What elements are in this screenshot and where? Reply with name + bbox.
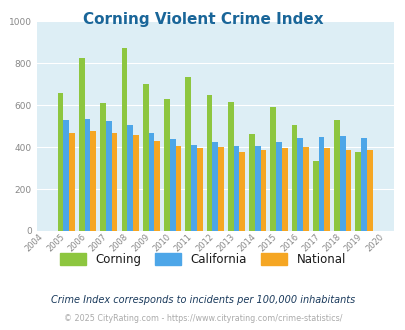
Bar — [85, 119, 90, 231]
Bar — [312, 161, 318, 231]
Bar — [154, 141, 160, 231]
Bar — [121, 48, 127, 231]
Bar — [164, 99, 169, 231]
Text: Corning Violent Crime Index: Corning Violent Crime Index — [83, 12, 322, 26]
Bar — [106, 121, 111, 231]
Bar — [111, 133, 117, 231]
Bar — [270, 107, 275, 231]
Bar — [366, 150, 372, 231]
Bar — [249, 134, 254, 231]
Bar — [90, 131, 96, 231]
Bar — [58, 93, 63, 231]
Bar — [275, 142, 281, 231]
Legend: Corning, California, National: Corning, California, National — [56, 249, 349, 270]
Bar — [100, 103, 106, 231]
Bar — [303, 147, 308, 231]
Bar — [260, 150, 266, 231]
Bar — [339, 136, 345, 231]
Bar — [63, 120, 69, 231]
Bar — [175, 146, 181, 231]
Bar — [143, 84, 148, 231]
Bar — [217, 147, 223, 231]
Bar — [296, 138, 303, 231]
Bar — [79, 58, 85, 231]
Text: Crime Index corresponds to incidents per 100,000 inhabitants: Crime Index corresponds to incidents per… — [51, 295, 354, 305]
Bar — [333, 120, 339, 231]
Bar — [127, 125, 133, 231]
Bar — [239, 152, 245, 231]
Bar — [254, 146, 260, 231]
Bar — [169, 139, 175, 231]
Bar — [360, 138, 366, 231]
Bar — [212, 142, 217, 231]
Bar — [324, 148, 329, 231]
Bar — [133, 135, 139, 231]
Bar — [318, 137, 324, 231]
Bar — [206, 95, 212, 231]
Bar — [227, 102, 233, 231]
Bar — [354, 152, 360, 231]
Bar — [345, 150, 350, 231]
Bar — [69, 133, 75, 231]
Bar — [191, 145, 196, 231]
Bar — [196, 148, 202, 231]
Text: © 2025 CityRating.com - https://www.cityrating.com/crime-statistics/: © 2025 CityRating.com - https://www.city… — [64, 314, 341, 323]
Bar — [148, 133, 154, 231]
Bar — [233, 146, 239, 231]
Bar — [281, 148, 287, 231]
Bar — [185, 77, 191, 231]
Bar — [291, 125, 296, 231]
